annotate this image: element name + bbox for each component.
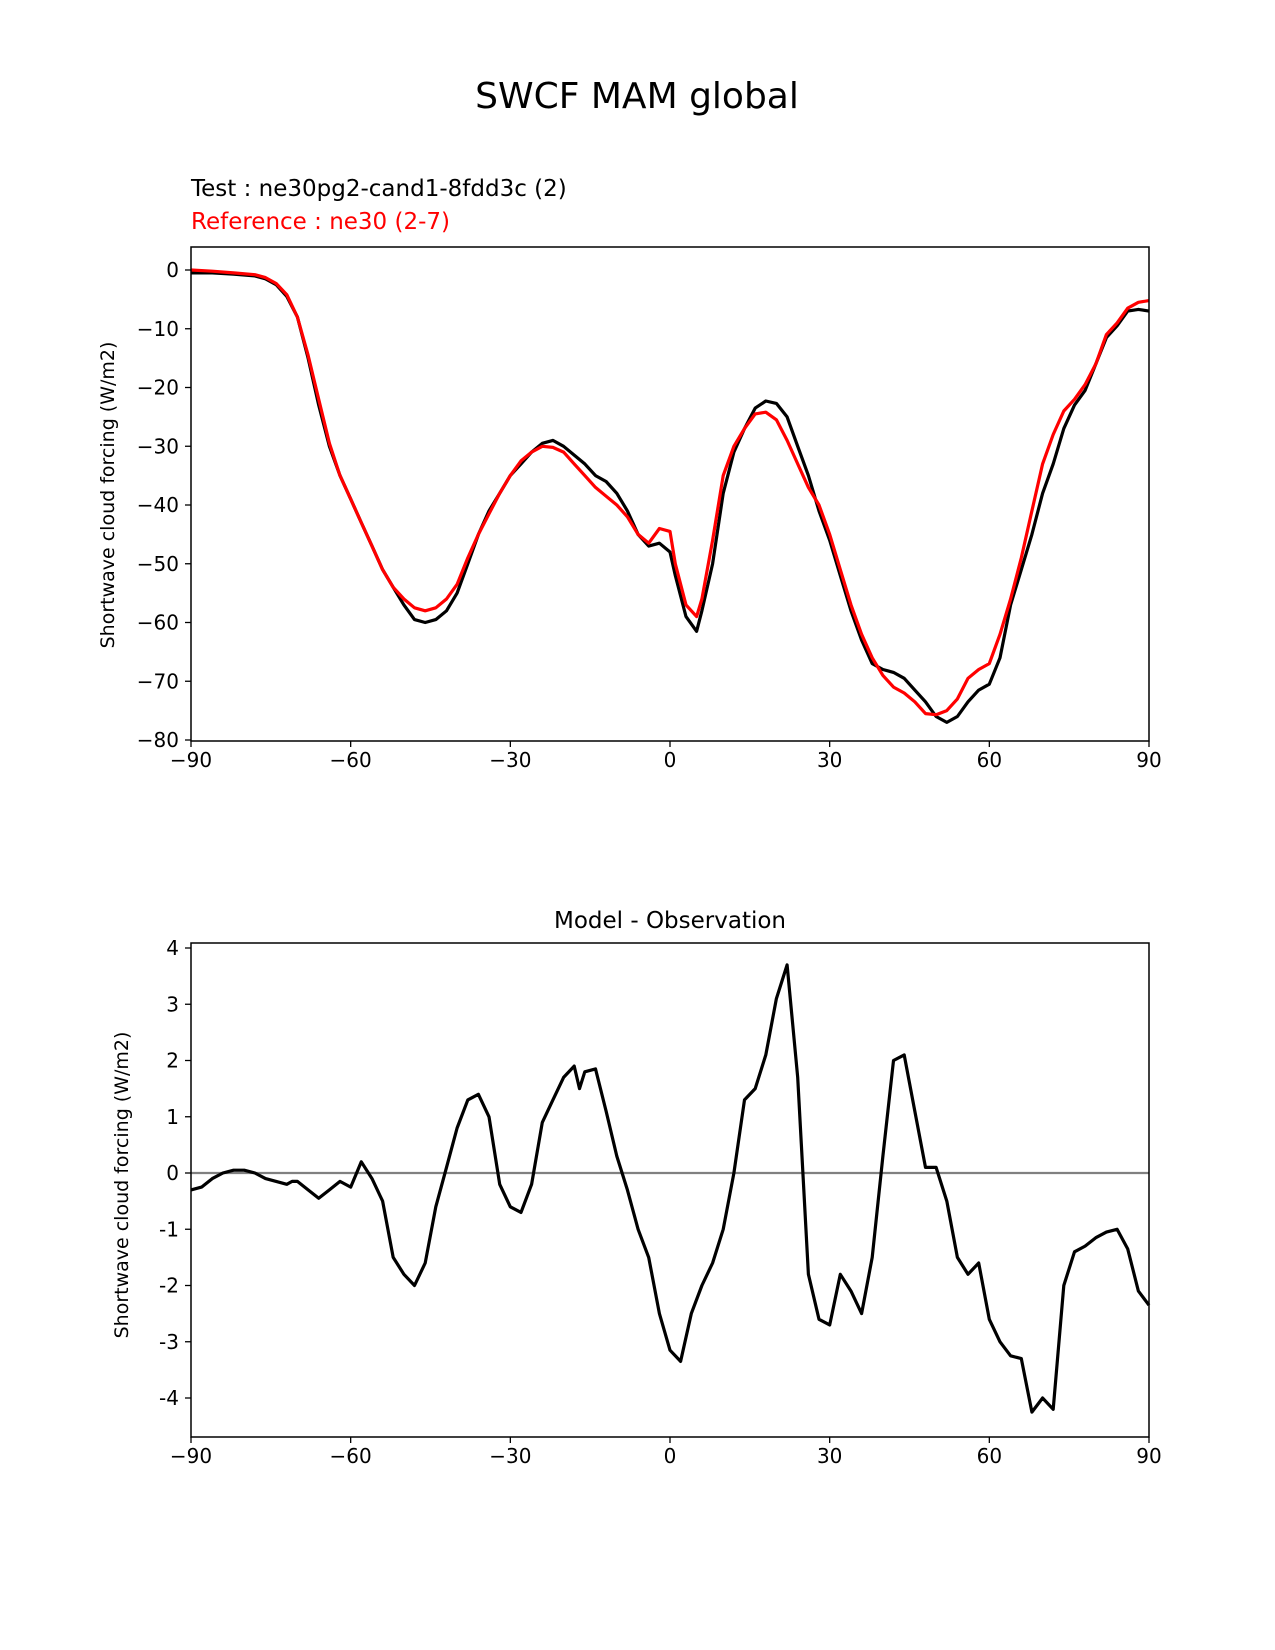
bottom-xtick-label: −90 bbox=[170, 1444, 212, 1468]
top-ytick-label: −40 bbox=[137, 493, 179, 517]
top-xtick-label: 0 bbox=[664, 748, 677, 772]
bottom-panel: Model - Observation Shortwave cloud forc… bbox=[111, 908, 1162, 1468]
test-label: Test : ne30pg2-cand1-8fdd3c (2) bbox=[190, 176, 567, 202]
bottom-xtick-label: −60 bbox=[330, 1444, 372, 1468]
top-ylabel: Shortwave cloud forcing (W/m2) bbox=[97, 342, 119, 649]
bottom-ytick-label: 1 bbox=[166, 1105, 179, 1129]
bottom-ylabel: Shortwave cloud forcing (W/m2) bbox=[111, 1032, 133, 1339]
top-ytick-label: −50 bbox=[137, 552, 179, 576]
bottom-series-line-difference bbox=[190, 963, 1151, 1414]
top-ytick-label: −20 bbox=[137, 376, 179, 400]
top-ytick-label: −60 bbox=[137, 611, 179, 635]
bottom-ytick-label: 4 bbox=[166, 936, 179, 960]
figure-title: SWCF MAM global bbox=[475, 76, 799, 117]
top-series-line-reference bbox=[190, 268, 1150, 717]
bottom-xtick-label: 30 bbox=[817, 1444, 842, 1468]
top-xtick-label: 30 bbox=[817, 748, 842, 772]
top-ytick-label: −80 bbox=[137, 728, 179, 752]
top-xtick-label: −60 bbox=[330, 748, 372, 772]
bottom-ytick-label: -3 bbox=[159, 1330, 179, 1354]
bottom-ytick-label: 0 bbox=[166, 1161, 179, 1185]
top-series-group bbox=[190, 268, 1150, 725]
bottom-xtick-label: 60 bbox=[977, 1444, 1002, 1468]
bottom-ytick-label: -4 bbox=[159, 1386, 179, 1410]
top-xtick-label: −90 bbox=[170, 748, 212, 772]
top-xtick-label: −30 bbox=[489, 748, 531, 772]
top-xtick-label: 60 bbox=[977, 748, 1002, 772]
top-ytick-label: −70 bbox=[137, 669, 179, 693]
bottom-ytick-label: 3 bbox=[166, 992, 179, 1016]
top-ytick-label: −30 bbox=[137, 434, 179, 458]
top-ytick-label: 0 bbox=[166, 258, 179, 282]
bottom-ytick-label: -2 bbox=[159, 1274, 179, 1298]
top-ytick-label: −10 bbox=[137, 317, 179, 341]
bottom-plot-frame bbox=[190, 942, 1150, 1438]
bottom-ytick-label: 2 bbox=[166, 1049, 179, 1073]
top-ticks-group: −90 −60 −30 0 30 60 90 0 −10 −20 −30 −40 −50 −60 −70 −8… bbox=[137, 258, 1162, 772]
top-plot-frame bbox=[190, 246, 1150, 742]
bottom-xtick-label: 90 bbox=[1136, 1444, 1161, 1468]
bottom-title: Model - Observation bbox=[554, 908, 786, 934]
bottom-ticks-group: −90 −60 −30 0 30 60 90 4 3 2 1 0 -1 -2 -3 -4 bbox=[159, 936, 1162, 1468]
bottom-xtick-label: 0 bbox=[664, 1444, 677, 1468]
top-xtick-label: 90 bbox=[1136, 748, 1161, 772]
bottom-series-group bbox=[190, 963, 1151, 1414]
bottom-xtick-label: −30 bbox=[489, 1444, 531, 1468]
bottom-ytick-label: -1 bbox=[159, 1217, 179, 1241]
reference-label: Reference : ne30 (2-7) bbox=[191, 209, 450, 235]
top-panel: Test : ne30pg2-cand1-8fdd3c (2) Referenc… bbox=[97, 176, 1162, 772]
